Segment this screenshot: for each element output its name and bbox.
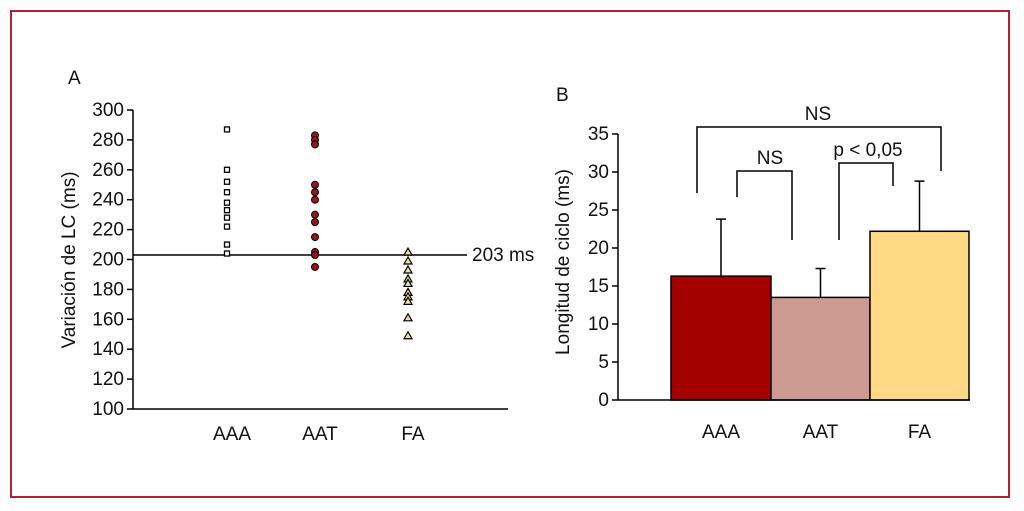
panel-b-label: B bbox=[556, 85, 569, 106]
panel-a-point-aaa bbox=[223, 223, 231, 230]
panel-a-y-tick-label: 220 bbox=[92, 220, 124, 241]
panel-a-point-aaa bbox=[223, 189, 231, 196]
panel-a-point-aaa bbox=[223, 214, 231, 221]
panel-a-y-tick-label: 120 bbox=[92, 369, 124, 390]
panel-b-y-tick-label: 25 bbox=[588, 200, 609, 221]
panel-a-y-tick-label: 260 bbox=[92, 160, 124, 181]
panel-b-y-tick-label: 10 bbox=[588, 314, 609, 335]
panel-a-x-tick-label: AAA bbox=[213, 424, 251, 445]
panel-b-x-tick-label: AAA bbox=[702, 422, 740, 443]
panel-a-reference-line-label: 203 ms bbox=[472, 245, 534, 266]
panel-a-y-tick-label: 280 bbox=[92, 130, 124, 151]
panel-a-point-fa bbox=[402, 312, 414, 322]
panel-b-bracket-label: p < 0,05 bbox=[833, 140, 902, 161]
panel-b-bracket bbox=[696, 126, 942, 193]
panel-a-ylabel: Variación de LC (ms) bbox=[59, 171, 80, 348]
panel-b: B Longitud de ciclo (ms) 05101520253035 … bbox=[553, 85, 970, 443]
panel-a-y-tick-label: 140 bbox=[92, 339, 124, 360]
panel-a-point-aat bbox=[311, 262, 319, 271]
panel-a-point-aat bbox=[311, 233, 319, 242]
panel-a-reference-line: 203 ms bbox=[133, 245, 534, 266]
panel-a-point-fa bbox=[402, 330, 414, 340]
panel-b-bracket-label: NS bbox=[805, 104, 831, 125]
panel-b-y-tick-label: 15 bbox=[588, 276, 609, 297]
panel-a-point-aat bbox=[311, 188, 319, 197]
panel-a-point-aat bbox=[311, 140, 319, 149]
panel-a-point-aaa bbox=[223, 126, 231, 133]
panel-a-y-tick-label: 300 bbox=[92, 100, 124, 121]
panel-a-y-tick-label: 200 bbox=[92, 250, 124, 271]
panel-a-point-aaa bbox=[223, 199, 231, 206]
panel-a-point-fa bbox=[402, 278, 414, 288]
panel-a-point-aaa bbox=[223, 250, 231, 257]
panel-b-y-tick-label: 0 bbox=[598, 390, 609, 411]
panel-a-points bbox=[223, 126, 414, 340]
panel-b-bracket-label: NS bbox=[757, 148, 783, 169]
figure-frame bbox=[10, 10, 1010, 498]
panel-a-label: A bbox=[68, 68, 81, 89]
panel-a-point-fa bbox=[402, 246, 414, 256]
panel-b-x-tick-labels: AAA AAT FA bbox=[702, 422, 931, 443]
panel-b-bar-aaa bbox=[670, 275, 772, 401]
panel-a: A Variación de LC (ms) 100 120 140 160 180 20… bbox=[59, 68, 534, 445]
panel-b-ylabel: Longitud de ciclo (ms) bbox=[553, 169, 574, 355]
panel-a-y-axis: 100 120 140 160 180 200 220 240 260 280 300 bbox=[92, 100, 508, 420]
panel-a-point-fa bbox=[402, 264, 414, 274]
panel-a-point-aat bbox=[311, 180, 319, 189]
panel-b-y-tick-label: 5 bbox=[598, 352, 609, 373]
panel-a-point-aaa bbox=[223, 178, 231, 185]
panel-a-x-tick-label: FA bbox=[401, 424, 425, 445]
panel-a-point-aaa bbox=[223, 241, 231, 248]
panel-b-y-tick-label: 20 bbox=[588, 238, 609, 259]
panel-a-point-aat bbox=[311, 251, 319, 260]
panel-b-bracket bbox=[838, 162, 894, 240]
panel-b-bracket bbox=[736, 170, 793, 240]
panel-a-x-tick-label: AAT bbox=[302, 424, 338, 445]
panel-a-x-tick-labels: AAA AAT FA bbox=[213, 424, 425, 445]
panel-a-y-tick-label: 180 bbox=[92, 279, 124, 300]
panel-a-point-fa bbox=[402, 296, 414, 305]
panel-b-x-tick-label: FA bbox=[908, 422, 932, 443]
panel-a-point-aaa bbox=[223, 166, 231, 173]
panel-b-bar-aat bbox=[770, 296, 871, 401]
panel-b-x-tick-label: AAT bbox=[803, 422, 839, 443]
panel-a-point-aat bbox=[311, 210, 319, 219]
panel-a-point-aat bbox=[311, 218, 319, 227]
panel-a-point-aaa bbox=[223, 207, 231, 214]
panel-b-y-axis: 0 5 10 15 20 25 30 35 bbox=[588, 124, 619, 411]
panel-a-point-aat bbox=[311, 195, 319, 204]
panel-b-bars bbox=[618, 180, 970, 401]
panel-b-bar-fa bbox=[869, 230, 970, 401]
panel-a-point-fa bbox=[402, 255, 414, 265]
panel-a-y-tick-label: 100 bbox=[92, 399, 124, 420]
panel-b-y-tick-label: 35 bbox=[588, 124, 609, 145]
panel-a-y-tick-label: 160 bbox=[92, 309, 124, 330]
panel-a-y-tick-label: 240 bbox=[92, 190, 124, 211]
panel-b-y-tick-label: 30 bbox=[588, 162, 609, 183]
